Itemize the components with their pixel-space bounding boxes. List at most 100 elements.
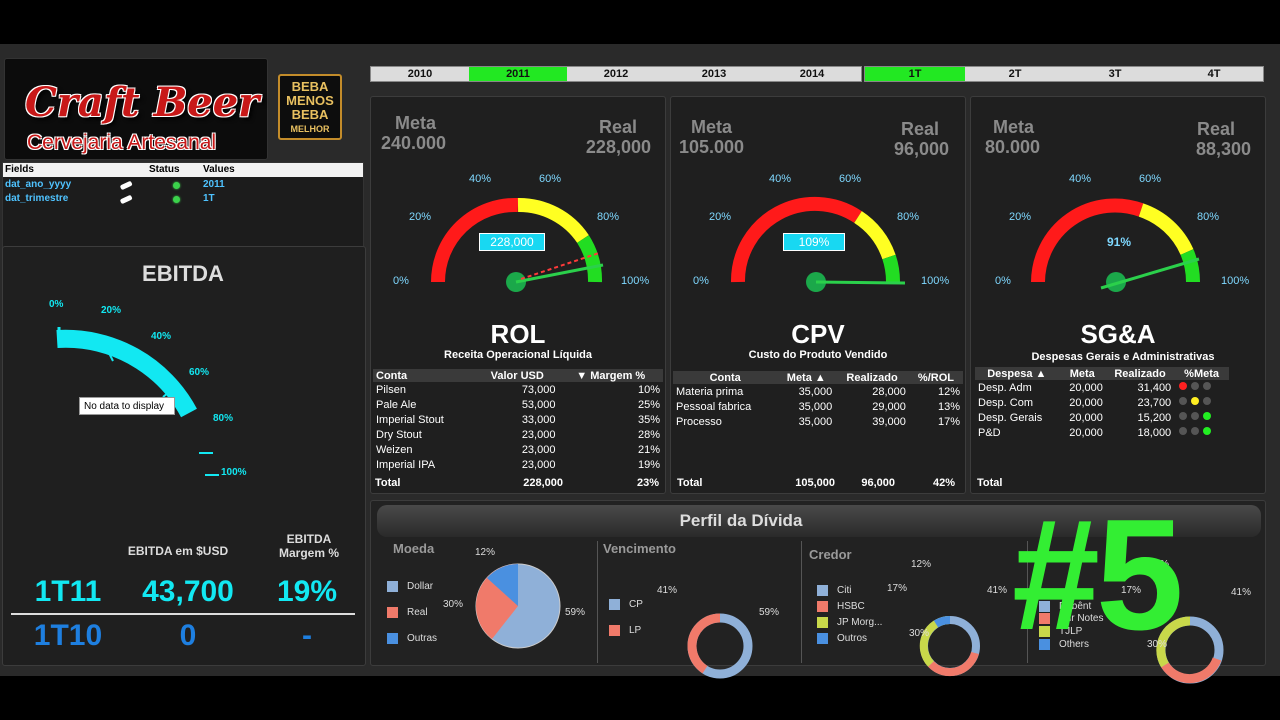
table-row[interactable]: Desp. Adm 20,000 31,400 [975,380,1229,395]
table-row[interactable]: Pessoal fabrica 35,000 29,000 13% [673,399,963,414]
pct-label: 41% [987,585,1008,596]
sga-total-label: Total [977,477,1003,489]
col-realizado[interactable]: Realizado [835,371,909,384]
cell: 23,000 [521,443,556,456]
tick-80: 80% [1197,211,1220,223]
dashboard: Craft Beer Cervejaria Artesanal BEBA MEN… [0,44,1280,684]
eraser-icon[interactable] [119,194,135,207]
col-despesa[interactable]: Despesa ▲ [975,367,1059,380]
quarter-1t[interactable]: 1T [865,67,965,81]
quarter-4t[interactable]: 4T [1207,68,1221,80]
cpv-subtitle: Custo do Produto Vendido [748,349,888,361]
tick-0: 0% [693,275,709,287]
eraser-icon[interactable] [119,180,135,193]
sga-gauge-value: 91% [1106,235,1132,249]
table-row[interactable]: Materia prima 35,000 28,000 12% [673,384,963,399]
col-conta[interactable]: Conta [373,369,476,382]
col-rol[interactable]: %/ROL [908,371,963,384]
year-2012[interactable]: 2012 [603,68,629,80]
pct-label: 17% [1121,585,1142,596]
divider [597,541,598,663]
tipo-donut [1156,616,1224,684]
letterbox-top [0,0,1280,44]
traffic-light [1174,410,1229,425]
ebitda-row1-usd: 43,700 [142,575,234,608]
selection-row[interactable]: dat_trimestre 1T [3,193,363,206]
table-row[interactable]: Pale Ale 53,000 25% [373,397,663,412]
sga-subtitle: Despesas Gerais e Administrativas [1031,351,1215,363]
gauge-green [882,254,901,283]
traffic-light [1174,395,1229,410]
col-meta[interactable]: Meta ▲ [777,371,836,384]
gauge-red [1031,198,1144,283]
sga-gauge [1031,198,1201,292]
cell: 12% [937,385,960,398]
debt-header [377,505,1261,537]
vencimento-label: Vencimento [603,541,676,556]
quarter-3t[interactable]: 3T [1108,68,1122,80]
legend-swatch [1039,601,1050,612]
cpv-total-real: 96,000 [861,477,895,489]
year-2013[interactable]: 2013 [701,68,727,80]
table-row[interactable]: Imperial IPA 23,000 19% [373,457,663,472]
vencimento-donut [687,613,753,679]
table-row[interactable]: Desp. Com 20,000 23,700 [975,395,1229,410]
cell: 20,000 [1069,426,1103,439]
table-row[interactable]: Pilsen 73,000 10% [373,382,663,397]
year-2010[interactable]: 2010 [407,68,433,80]
cell: 20,000 [1069,381,1103,394]
cpv-total-label: Total [677,477,703,489]
table-row[interactable]: Dry Stout 23,000 28% [373,427,663,442]
cell: 23,000 [521,428,556,441]
cell: Pessoal fabrica [676,400,752,413]
legend-dollar: Dollar [407,581,434,592]
col-conta[interactable]: Conta [673,371,778,384]
col-meta[interactable]: Meta [1058,367,1106,380]
ebitda-margin-header: EBITDA Margem % [259,532,359,560]
legend-swatch [1039,626,1050,637]
cell: 13% [937,400,960,413]
legend-swatch [817,601,828,612]
cell: 33,000 [521,413,556,426]
tick-40: 40% [769,173,792,185]
year-2014[interactable]: 2014 [799,68,825,80]
col-margem[interactable]: ▼ Margem % [558,369,663,382]
cell: 31,400 [1137,381,1172,394]
status-dot-green [173,182,180,189]
gauge-red [431,197,519,283]
col-values: Values [203,164,235,175]
ebitda-row1-margin: 19% [276,575,338,608]
rol-real-value: 228,000 [585,137,651,157]
pct-label: 12% [475,547,496,558]
gauge-yellow [853,211,896,260]
table-row[interactable]: Processo 35,000 39,000 17% [673,414,963,429]
table-row[interactable]: Desp. Gerais 20,000 15,200 [975,410,1229,425]
ebitda-tick-40: 40% [151,331,172,342]
sga-meta-value: 80.000 [985,137,1041,157]
beba-line-3: BEBA [291,107,329,122]
col-realizado[interactable]: Realizado [1105,367,1175,380]
cell: Imperial IPA [376,458,436,471]
table-row[interactable]: Imperial Stout 33,000 35% [373,412,663,427]
cpv-panel: Meta 105.000 Real 96,000 0% 20% 40% 60% … [670,96,966,494]
year-2011[interactable]: 2011 [469,67,567,81]
table-row[interactable]: P&D 20,000 18,000 [975,425,1229,440]
pct-label: 41% [1231,587,1252,598]
pct-label: 12% [1149,559,1170,570]
field-name: dat_trimestre [5,193,69,204]
col-valor[interactable]: Valor USD [475,369,559,382]
rol-subtitle: Receita Operacional Líquida [444,349,592,361]
col-pct-meta[interactable]: %Meta [1174,367,1229,380]
table-row[interactable]: Weizen 23,000 21% [373,442,663,457]
cpv-table: Conta Meta ▲ Realizado %/ROL Materia pri… [673,371,963,429]
pct-label: 59% [759,607,780,618]
legend-tjlp: TJLP [1059,626,1083,637]
cell: 15,200 [1137,411,1172,424]
selection-row[interactable]: dat_ano_yyyy 2011 [3,179,363,192]
legend-debenture: Debênt [1059,601,1092,612]
quarter-2t[interactable]: 2T [1008,68,1022,80]
sga-table: Despesa ▲ Meta Realizado %Meta Desp. Adm… [975,367,1229,440]
ebitda-tick-0: 0% [49,299,64,310]
pct-label: 30% [443,599,464,610]
